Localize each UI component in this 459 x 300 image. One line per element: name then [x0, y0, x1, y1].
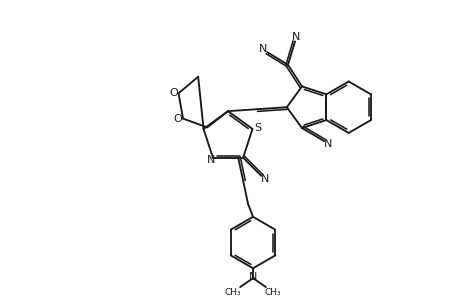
- Text: N: N: [248, 272, 257, 282]
- Text: O: O: [174, 114, 182, 124]
- Text: CH₃: CH₃: [264, 289, 280, 298]
- Text: N: N: [324, 139, 332, 148]
- Text: S: S: [253, 123, 260, 133]
- Text: O: O: [169, 88, 178, 98]
- Text: N: N: [206, 155, 215, 165]
- Text: N: N: [260, 174, 269, 184]
- Text: N: N: [258, 44, 267, 55]
- Text: CH₃: CH₃: [224, 289, 241, 298]
- Text: N: N: [291, 32, 300, 42]
